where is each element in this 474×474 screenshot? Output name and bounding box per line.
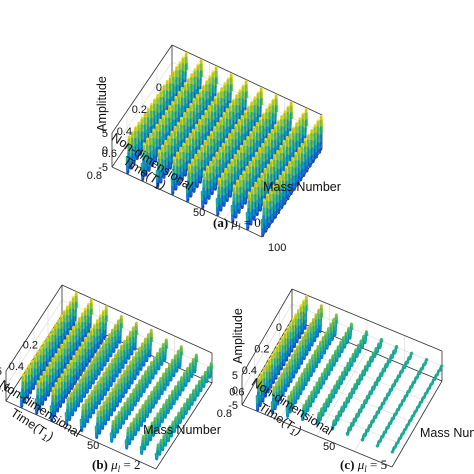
panel-c-xlabel: Mass Numb: [420, 426, 474, 440]
trace-mass-40: [64, 315, 124, 426]
panel-c-caption-value: = 5: [370, 457, 387, 472]
trace-mass-60: [330, 337, 384, 431]
panel-b-traces: [19, 291, 214, 461]
trace-mass-70: [215, 94, 279, 216]
trace-mass-70: [109, 338, 169, 443]
panel-c-caption-label: (c): [340, 457, 354, 472]
trace-mass-90: [139, 353, 199, 455]
trace-mass-50: [315, 330, 369, 426]
panel-c-traces: [255, 295, 444, 454]
svg-text:(a) μl = 0: (a) μl = 0: [213, 215, 261, 232]
trace-mass-70: [345, 345, 399, 436]
time-tick-label: 0.6: [229, 387, 244, 399]
trace-mass-10: [125, 52, 189, 174]
panel-c-caption-mu: μ: [357, 457, 365, 472]
panel-a-caption-label: (a): [213, 215, 228, 230]
trace-mass-30: [285, 313, 339, 418]
mass-tick-label: 50: [87, 440, 99, 452]
trace-mass-40: [170, 73, 234, 195]
panel-b-caption-label: (b): [92, 457, 108, 472]
mass-tick-label: 50: [193, 207, 205, 219]
trace-mass-100: [260, 115, 324, 237]
trace-mass-100: [154, 361, 214, 461]
time-tick-label: 0.4: [242, 365, 257, 377]
mass-tick-label: 100: [268, 242, 286, 254]
time-tick-label: 0.6: [102, 148, 117, 160]
panel-a-caption-sub: l: [238, 222, 241, 232]
z-tick-label: 0: [102, 145, 108, 157]
panel-a-caption-mu: μ: [230, 215, 238, 230]
panel-a-caption-value: = 0: [244, 215, 261, 230]
panel-a-xlabel: Mass Number: [263, 180, 341, 194]
mass-tick-label: 50: [323, 441, 335, 453]
z-tick-label: 5: [0, 366, 2, 378]
panel-b-xlabel: Mass Number: [143, 423, 221, 437]
z-tick-label: -5: [98, 162, 108, 174]
trace-mass-10: [255, 295, 309, 412]
trace-mass-20: [34, 298, 94, 415]
panel-b-caption: (b) μl = 2: [92, 457, 141, 474]
z-tick-label: -5: [228, 400, 238, 412]
panel-a-ylabel-sub: 1: [152, 180, 162, 191]
trace-mass-80: [124, 345, 184, 450]
z-tick-label: 5: [232, 370, 238, 382]
trace-mass-40: [300, 322, 354, 421]
time-tick-label: 0.6: [0, 383, 10, 395]
time-tick-label: 0.8: [87, 170, 102, 182]
z-tick-label: 5: [102, 128, 108, 140]
time-tick-label: 0.4: [9, 361, 24, 373]
time-tick-label: 0.4: [117, 126, 132, 138]
time-tick-label: 0: [276, 322, 282, 334]
trace-mass-30: [49, 305, 109, 422]
time-tick-label: 0: [156, 82, 162, 94]
time-tick-label: 0.8: [217, 408, 232, 420]
panel-b-ylabel-sub: 1: [40, 432, 50, 443]
panel-a-caption: (a) μl = 0: [213, 215, 261, 232]
panel-c-caption: (c) μl = 5: [340, 457, 387, 474]
panel-c-zlabel: Amplitude: [231, 308, 245, 364]
trace-mass-50: [79, 321, 139, 433]
trace-mass-90: [245, 108, 309, 230]
panel-c: 50-500.20.40.60.850 Amplitude Non-dimens…: [217, 288, 474, 474]
trace-mass-100: [390, 364, 444, 454]
trace-mass-10: [19, 291, 79, 408]
panel-b-caption-sub: l: [118, 464, 121, 474]
trace-mass-90: [375, 358, 429, 448]
panel-a-traces: [125, 52, 324, 237]
z-tick-label: 0: [232, 385, 238, 397]
time-tick-label: 0.2: [23, 340, 38, 352]
panel-b-caption-value: = 2: [123, 457, 140, 472]
panel-b-caption-mu: μ: [110, 457, 118, 472]
trace-mass-80: [360, 351, 414, 442]
time-tick-label: 0.2: [132, 104, 147, 116]
time-tick-label: 0.2: [254, 344, 269, 356]
trace-mass-60: [94, 328, 154, 439]
panel-c-ylabel-sub: 1: [288, 426, 298, 437]
panel-c-caption-sub: l: [364, 464, 367, 474]
trace-mass-20: [270, 304, 324, 415]
panel-a-zlabel: Amplitude: [95, 76, 109, 132]
